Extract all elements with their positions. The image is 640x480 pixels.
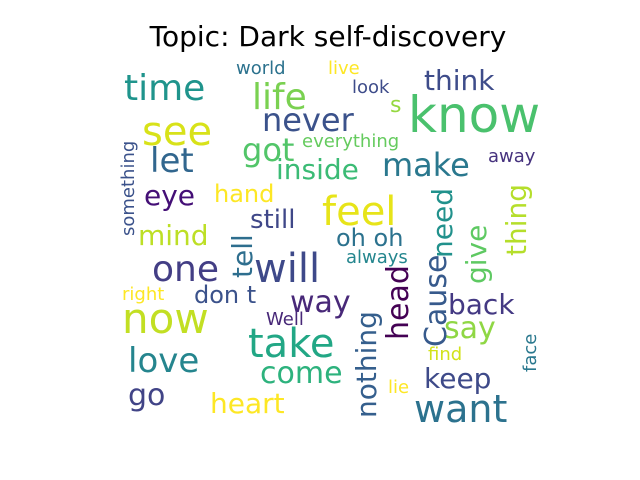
word-oh-oh: oh oh (336, 224, 403, 252)
word-let: let (150, 141, 194, 181)
word-back: back (448, 288, 515, 321)
word-one: one (152, 249, 219, 290)
word-think: think (424, 64, 495, 97)
word-find: find (428, 344, 462, 365)
word-hand: hand (214, 180, 274, 208)
word-come: come (260, 356, 343, 391)
word-nothing: nothing (350, 311, 383, 418)
word-world: world (236, 58, 286, 79)
word-always: always (346, 247, 408, 268)
word-never: never (262, 101, 355, 139)
word-well: Well (266, 309, 304, 330)
word-look: look (352, 77, 390, 98)
word-tell: tell (226, 234, 259, 278)
word-go: go (128, 378, 165, 413)
word-need: need (426, 188, 459, 258)
word-know: know (408, 86, 540, 144)
word-right: right (122, 284, 164, 305)
word-inside: inside (276, 153, 359, 186)
word-face: face (520, 334, 541, 372)
word-keep: keep (424, 362, 491, 395)
figure-title: Topic: Dark self-discovery (149, 20, 507, 53)
word-still: still (250, 205, 295, 235)
word-lie: lie (388, 377, 409, 398)
word-way: way (290, 285, 351, 320)
word-got: got (242, 131, 294, 169)
word-will: will (254, 246, 320, 292)
word-say: say (444, 311, 496, 346)
word-now: now (122, 294, 209, 343)
word-eye: eye (144, 179, 195, 212)
word-mind: mind (138, 219, 209, 252)
word-s: s (390, 93, 401, 118)
word-thing: thing (500, 184, 533, 256)
word-time: time (124, 68, 205, 109)
word-see: see (142, 109, 212, 155)
word-give: give (460, 225, 493, 284)
word-everything: everything (302, 131, 399, 152)
word-heart: heart (210, 387, 285, 420)
word-don-t: don t (194, 281, 256, 309)
word-feel: feel (322, 189, 396, 235)
word-something: something (118, 141, 139, 236)
word-cause: Cause (419, 255, 454, 347)
word-head: head (381, 265, 416, 340)
word-want: want (414, 387, 507, 431)
word-take: take (248, 321, 335, 367)
word-life: life (252, 77, 307, 118)
word-love: love (128, 341, 199, 381)
word-make: make (382, 146, 470, 184)
word-live: live (328, 58, 360, 79)
word-away: away (488, 146, 536, 167)
